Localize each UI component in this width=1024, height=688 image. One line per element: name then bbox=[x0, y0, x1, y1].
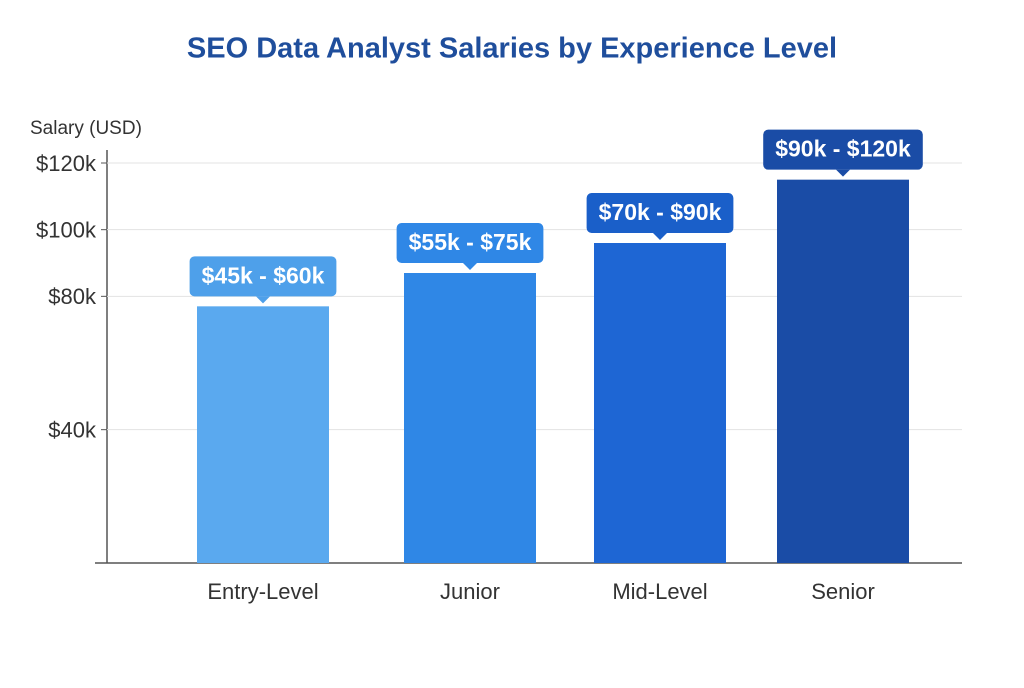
bar-label-pointer bbox=[653, 233, 667, 240]
chart-title: SEO Data Analyst Salaries by Experience … bbox=[187, 33, 837, 65]
y-tick-label: $100k bbox=[36, 217, 97, 242]
y-tick-label: $40k bbox=[48, 417, 97, 442]
bar-label-box bbox=[763, 129, 923, 170]
bar-label-pointer bbox=[256, 296, 270, 304]
bar-label-pointer bbox=[836, 169, 850, 177]
bar bbox=[777, 179, 909, 563]
bar-label-box bbox=[586, 193, 734, 233]
y-axis-label: Salary (USD) bbox=[30, 118, 142, 139]
bar-label-box bbox=[189, 256, 337, 297]
x-tick-label: Entry-Level bbox=[207, 579, 318, 604]
bar bbox=[197, 306, 329, 563]
y-tick-label: $120k bbox=[36, 151, 97, 176]
x-tick-label: Senior bbox=[811, 579, 875, 604]
x-tick-label: Junior bbox=[440, 579, 500, 604]
bar-label: $55k - $75k bbox=[409, 229, 532, 255]
bar bbox=[594, 243, 726, 563]
bar-label-box bbox=[396, 223, 544, 263]
bar-label-pointer bbox=[463, 263, 477, 270]
bar-label: $90k - $120k bbox=[775, 136, 911, 162]
x-tick-label: Mid-Level bbox=[612, 579, 707, 604]
bar-label: $70k - $90k bbox=[599, 199, 722, 225]
bar-label: $45k - $60k bbox=[202, 262, 325, 288]
y-tick-label: $80k bbox=[48, 284, 97, 309]
bar bbox=[404, 273, 536, 563]
